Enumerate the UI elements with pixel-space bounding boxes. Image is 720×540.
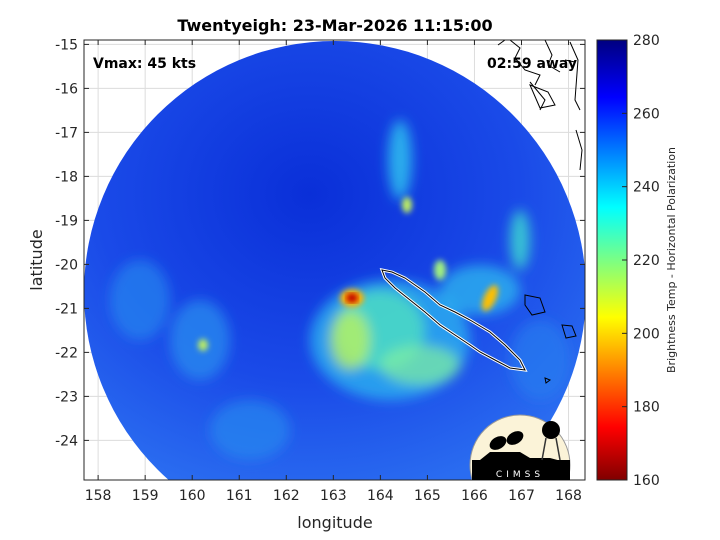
colorbar-ticks: 160 180 200 220 240 260 280	[622, 33, 660, 489]
svg-text:CIMSS: CIMSS	[496, 470, 544, 480]
colorbar-tick-label: 280	[633, 33, 660, 49]
ticks: 158 159 160 161 162 163 164 165 166 167 168 -15 -16 -…	[55, 37, 585, 504]
y-tick-label: -24	[55, 433, 78, 449]
colorbar-tick-label: 240	[633, 180, 660, 196]
colorbar-tick-label: 200	[633, 326, 660, 342]
y-tick-label: -19	[55, 213, 78, 229]
x-tick-label: 160	[179, 488, 206, 504]
colorbar-tick-label: 160	[633, 473, 660, 489]
vmax-annotation: Vmax: 45 kts	[93, 56, 196, 72]
coastlines	[379, 40, 583, 384]
colorbar-tick-label: 260	[633, 106, 660, 122]
x-tick-label: 158	[85, 488, 112, 504]
colorbar-label: Brightness Temp - Horizontal Polarizatio…	[665, 147, 678, 373]
y-tick-label: -20	[55, 257, 78, 273]
y-tick-label: -18	[55, 169, 78, 185]
x-tick-label: 165	[414, 488, 441, 504]
x-tick-label: 159	[132, 488, 159, 504]
y-tick-label: -21	[55, 301, 78, 317]
y-tick-label: -15	[55, 37, 78, 53]
x-tick-label: 167	[508, 488, 535, 504]
y-tick-label: -22	[55, 345, 78, 361]
chart-title: Twentyeigh: 23-Mar-2026 11:15:00	[177, 16, 492, 35]
y-tick-label: -23	[55, 389, 78, 405]
cimss-logo: CIMSS	[469, 414, 571, 480]
x-axis-label: longitude	[297, 513, 372, 532]
time-away-annotation: 02:59 away	[487, 56, 577, 72]
x-tick-label: 161	[226, 488, 253, 504]
x-tick-label: 162	[273, 488, 300, 504]
x-tick-label: 166	[461, 488, 488, 504]
y-tick-label: -17	[55, 125, 78, 141]
y-tick-label: -16	[55, 81, 78, 97]
x-tick-label: 163	[320, 488, 347, 504]
x-tick-label: 168	[555, 488, 582, 504]
colorbar-tick-label: 180	[633, 400, 660, 416]
axes-frame	[83, 39, 586, 481]
brightness-temperature-field	[84, 40, 585, 480]
x-tick-label: 164	[367, 488, 394, 504]
y-axis-label: latitude	[27, 229, 46, 290]
colorbar-tick-label: 220	[633, 253, 660, 269]
